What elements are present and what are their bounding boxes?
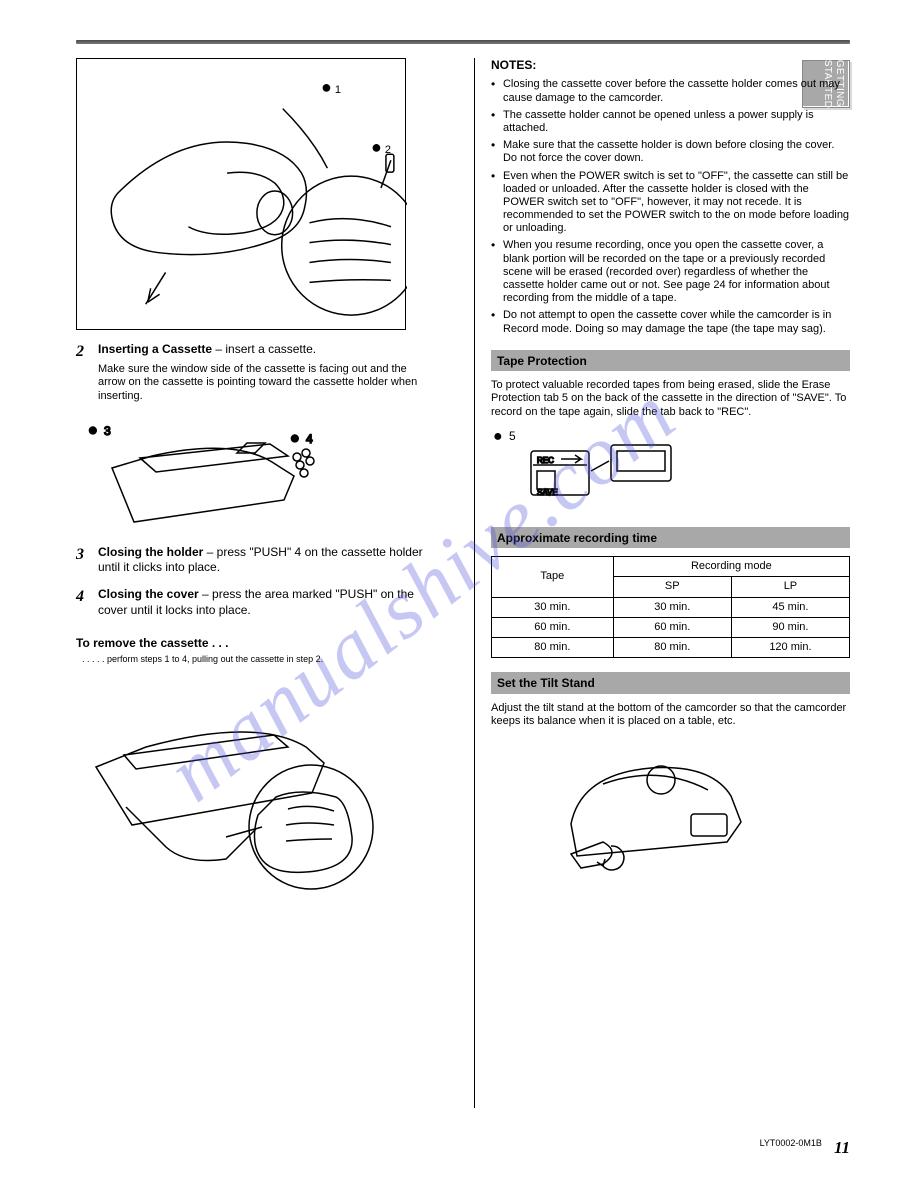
remove-cassette-heading: To remove the cassette . . . — [76, 636, 436, 650]
note-item: The cassette holder cannot be opened unl… — [491, 109, 850, 135]
figure-1-illustration — [77, 59, 407, 329]
callout-5: 5 — [509, 429, 516, 443]
table-row: 80 min. 80 min. 120 min. — [491, 638, 849, 658]
step-3-number: 3 — [76, 545, 84, 564]
step-2-number: 2 — [76, 342, 84, 361]
notes-list: Closing the cassette cover before the ca… — [491, 78, 850, 335]
svg-text:3: 3 — [104, 424, 111, 438]
step-2-sub: – insert a cassette. — [212, 342, 316, 356]
table-header-recmode: Recording mode — [613, 557, 849, 577]
recording-time-table: Tape Recording mode SP LP 30 min. 30 min… — [491, 556, 850, 658]
table-row: 30 min. 30 min. 45 min. — [491, 597, 849, 617]
note-item: When you resume recording, once you open… — [491, 239, 850, 305]
step-2-bold: Inserting a Cassette — [98, 342, 212, 356]
tape-protection-text: To protect valuable recorded tapes from … — [491, 379, 850, 419]
svg-text:4: 4 — [306, 432, 313, 446]
table-header-lp: LP — [731, 577, 849, 597]
figure-2-illustration: ● 3 ● 4 — [82, 413, 332, 523]
tilt-stand-text: Adjust the tilt stand at the bottom of t… — [491, 702, 850, 728]
note-item: Even when the POWER switch is set to "OF… — [491, 170, 850, 236]
tape-switch-illustration: REC SAVE — [521, 431, 681, 509]
step-2-note: Make sure the window side of the cassett… — [98, 363, 436, 403]
top-rule — [76, 40, 850, 44]
section-tape-protection: Tape Protection — [491, 350, 850, 371]
callout-2: ● 2 — [371, 137, 391, 159]
svg-text:●: ● — [290, 430, 300, 447]
step-3: 3 Closing the holder – press "PUSH" 4 on… — [76, 545, 436, 575]
right-column: NOTES: Closing the cassette cover before… — [474, 58, 850, 1108]
callout-1: ● 1 — [321, 77, 341, 99]
footer-code: LYT0002-0M1B — [760, 1138, 822, 1158]
table-row: 60 min. 60 min. 90 min. — [491, 617, 849, 637]
step-3-bold: Closing the holder — [98, 545, 203, 559]
step-4-number: 4 — [76, 587, 84, 606]
page-number: 11 — [834, 1138, 850, 1158]
svg-text:●: ● — [88, 422, 98, 439]
section-tilt-stand: Set the Tilt Stand — [491, 672, 850, 693]
note-item: Make sure that the cassette holder is do… — [491, 139, 850, 165]
svg-text:REC: REC — [537, 456, 554, 465]
svg-text:SAVE: SAVE — [537, 488, 558, 497]
tilt-stand-illustration — [551, 744, 756, 874]
table-header-sp: SP — [613, 577, 731, 597]
page-footer: LYT0002-0M1B 11 — [760, 1138, 850, 1158]
notes-heading: NOTES: — [491, 58, 850, 72]
note-item: Do not attempt to open the cassette cove… — [491, 309, 850, 335]
figure-3-illustration — [76, 677, 396, 897]
step-2: 2 Inserting a Cassette – insert a casset… — [76, 342, 436, 357]
section-approx-rec: Approximate recording time — [491, 527, 850, 548]
table-header-tape: Tape — [491, 557, 613, 597]
note-item: Closing the cassette cover before the ca… — [491, 78, 850, 104]
left-column: ● 1 ● 2 — [76, 58, 452, 1108]
step-4-bold: Closing the cover — [98, 587, 199, 601]
figure-1-box: ● 1 ● 2 — [76, 58, 406, 330]
remove-cassette-sub: . . . . . perform steps 1 to 4, pulling … — [82, 654, 436, 665]
step-4: 4 Closing the cover – press the area mar… — [76, 587, 436, 617]
